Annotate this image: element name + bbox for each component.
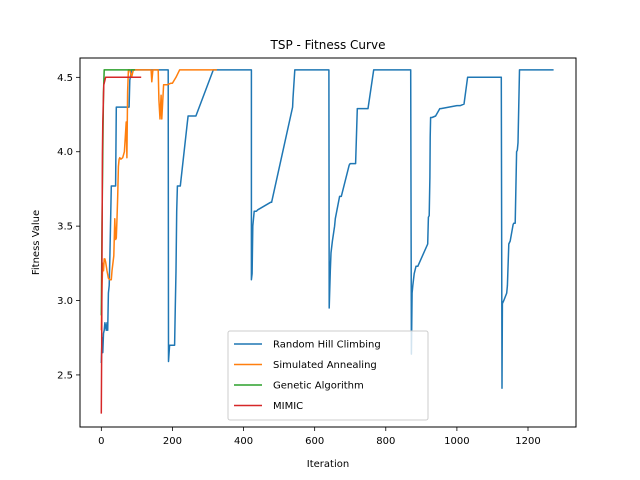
x-tick-label: 400	[234, 436, 253, 447]
x-tick-label: 600	[305, 436, 324, 447]
x-tick-label: 1200	[515, 436, 540, 447]
y-tick-label: 3.0	[57, 296, 73, 307]
x-tick-label: 0	[98, 436, 104, 447]
x-axis-ticks: 0 200 400 600 800 1000 1200	[98, 427, 541, 447]
chart-title: TSP - Fitness Curve	[270, 38, 386, 52]
series-line-1	[100, 69, 217, 331]
x-axis-label: Iteration	[307, 459, 349, 470]
y-axis-ticks: 2.5 3.0 3.5 4.0 4.5	[57, 73, 80, 381]
legend-label-0: Random Hill Climbing	[273, 340, 381, 351]
series-line-0	[100, 69, 554, 390]
axes-frame	[79, 57, 577, 428]
y-tick-label: 2.5	[57, 370, 73, 381]
x-tick-label: 1000	[444, 436, 469, 447]
y-tick-label: 3.5	[57, 222, 73, 233]
x-tick-label: 200	[163, 436, 182, 447]
series-layer	[100, 69, 554, 414]
legend-label-1: Simulated Annealing	[273, 360, 377, 371]
legend: Random Hill Climbing Simulated Annealing G…	[227, 330, 429, 421]
legend-label-3: MIMIC	[273, 401, 303, 412]
series-line-3	[100, 76, 142, 414]
legend-box	[227, 330, 429, 421]
y-axis-label: Fitness Value	[31, 210, 42, 275]
legend-label-2: Genetic Algorithm	[273, 381, 364, 392]
y-tick-label: 4.5	[57, 73, 73, 84]
x-tick-label: 800	[376, 436, 395, 447]
y-tick-label: 4.0	[57, 147, 73, 158]
